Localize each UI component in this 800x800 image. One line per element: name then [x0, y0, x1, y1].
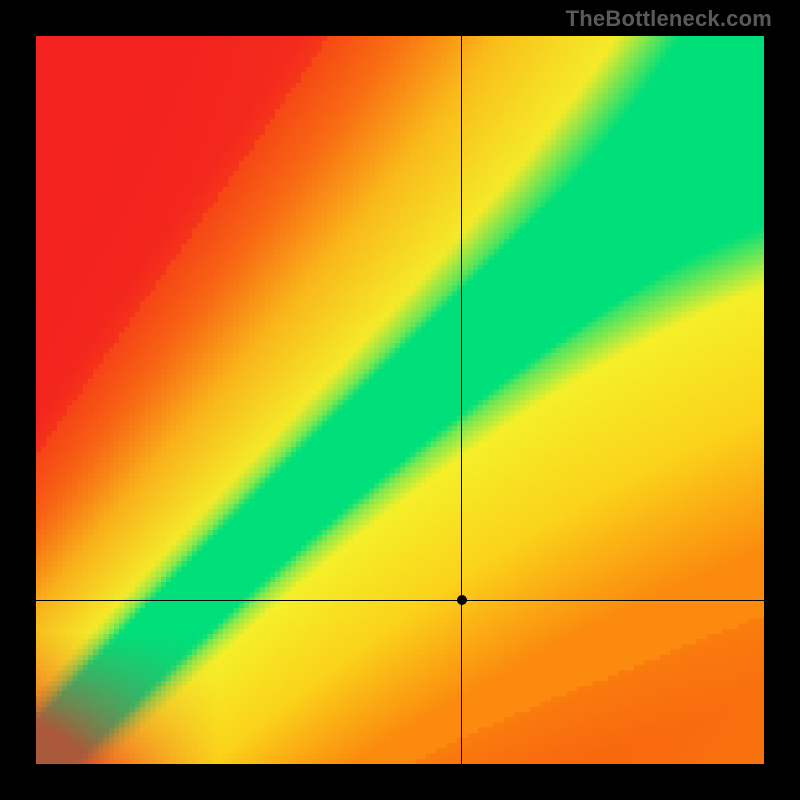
heatmap-canvas [36, 36, 764, 764]
crosshair-horizontal [36, 600, 764, 601]
crosshair-vertical [461, 36, 462, 764]
crosshair-point [457, 595, 467, 605]
watermark-text: TheBottleneck.com [566, 6, 772, 32]
chart-container: TheBottleneck.com [0, 0, 800, 800]
